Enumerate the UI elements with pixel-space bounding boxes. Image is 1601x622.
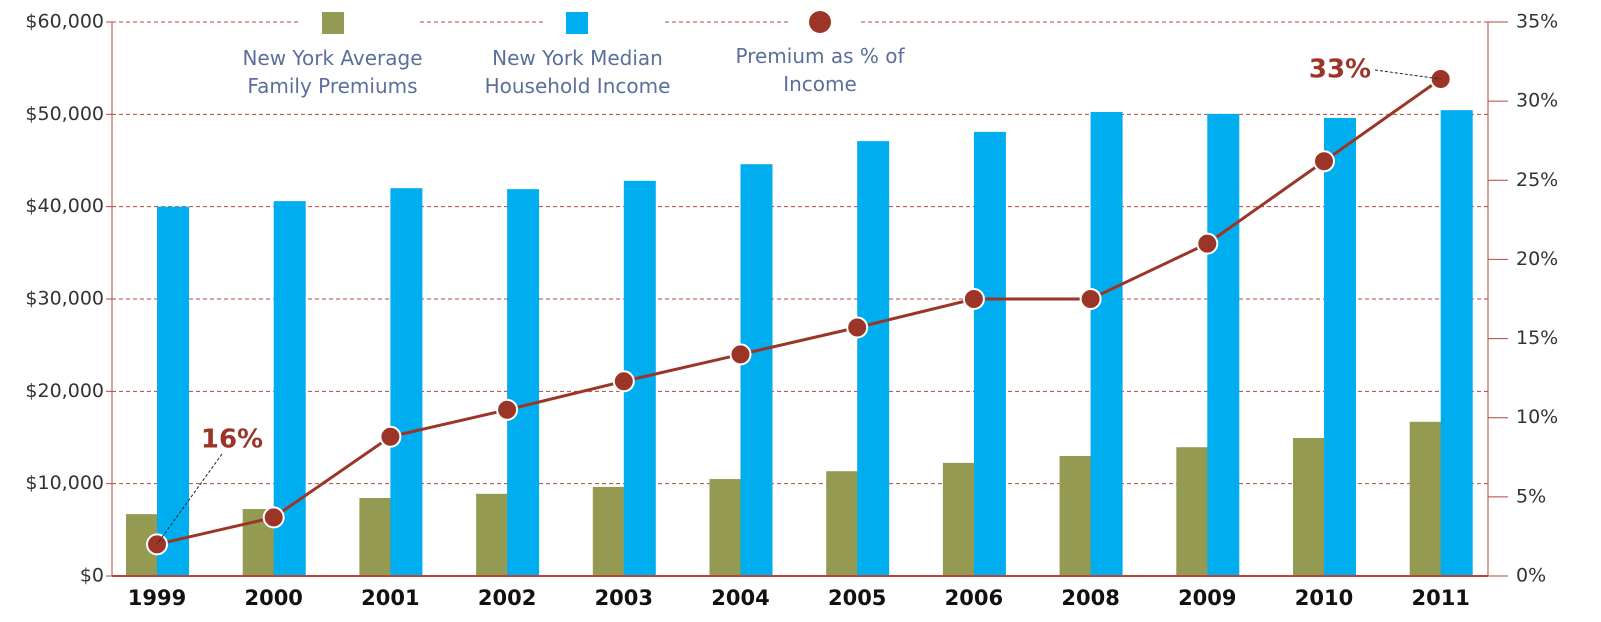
- bar: [740, 164, 773, 576]
- y2-tick-label: 30%: [1516, 90, 1558, 112]
- bar: [857, 141, 890, 577]
- bar: [359, 497, 392, 576]
- legend-swatch: [322, 12, 344, 34]
- bar: [390, 188, 423, 576]
- line-point: [496, 398, 519, 421]
- legend-swatch: [566, 12, 588, 34]
- line-point: [962, 288, 985, 310]
- annotation-connector: [1374, 69, 1441, 80]
- x-tick-label: 2000: [244, 586, 302, 610]
- bar: [1176, 447, 1209, 576]
- bar: [476, 493, 509, 576]
- y-tick-label: $30,000: [25, 288, 104, 310]
- bar: [1090, 112, 1123, 577]
- annotation-connector: [156, 453, 223, 545]
- y2-tick-label: 35%: [1516, 11, 1558, 33]
- bar: [1440, 110, 1473, 576]
- x-tick-label: 2011: [1411, 586, 1469, 610]
- bar: [507, 189, 540, 576]
- x-tick-label: 2006: [945, 586, 1003, 610]
- x-tick-label: 2002: [478, 586, 536, 610]
- x-tick-label: 2008: [1061, 586, 1119, 610]
- legend-swatch: [809, 11, 831, 33]
- bar: [973, 131, 1006, 577]
- line-point: [1313, 150, 1335, 173]
- line-point: [846, 316, 869, 339]
- y-tick-label: $20,000: [25, 380, 104, 402]
- y-tick-label: $40,000: [25, 195, 104, 217]
- x-tick-label: 2004: [711, 586, 769, 610]
- legend-bg: [300, 10, 420, 36]
- line-point: [729, 343, 752, 366]
- y2-tick-label: 5%: [1516, 485, 1546, 507]
- x-tick-label: 2009: [1178, 586, 1236, 610]
- bar: [709, 479, 742, 576]
- y-tick-label: $0: [80, 565, 104, 587]
- bar: [1059, 455, 1092, 576]
- x-tick-label: 2005: [828, 586, 886, 610]
- y2-tick-label: 0%: [1516, 565, 1546, 587]
- bar: [942, 462, 975, 576]
- legend-label: Premium as % of Income: [735, 44, 905, 96]
- bar: [157, 206, 189, 576]
- line-point: [612, 370, 635, 393]
- line-point: [379, 425, 402, 448]
- annotation: 16%: [201, 425, 263, 455]
- line-point: [1079, 288, 1102, 310]
- legend-label: New York Average Family Premiums: [242, 46, 423, 98]
- x-tick-label: 2010: [1295, 586, 1353, 610]
- y-tick-label: $10,000: [25, 472, 104, 494]
- x-tick-label: 2001: [361, 586, 419, 610]
- y-tick-label: $60,000: [25, 11, 104, 33]
- legend-bg: [545, 10, 665, 36]
- line-point: [1196, 232, 1219, 255]
- bar: [1293, 437, 1325, 576]
- y2-tick-label: 15%: [1516, 327, 1558, 349]
- legend-label: New York Median Household Income: [484, 46, 671, 98]
- bar: [1409, 421, 1442, 576]
- annotation: 33%: [1309, 55, 1371, 85]
- y2-tick-label: 20%: [1516, 248, 1558, 270]
- x-tick-label: 1999: [128, 586, 186, 610]
- y2-tick-label: 25%: [1516, 169, 1558, 191]
- x-tick-label: 2003: [595, 586, 653, 610]
- bar: [1324, 118, 1356, 576]
- bar: [592, 486, 625, 576]
- y-tick-label: $50,000: [25, 103, 104, 125]
- y2-tick-label: 10%: [1516, 406, 1558, 428]
- bar: [826, 471, 859, 576]
- bar: [1207, 113, 1240, 576]
- line: [156, 77, 1442, 546]
- line-point: [262, 506, 285, 529]
